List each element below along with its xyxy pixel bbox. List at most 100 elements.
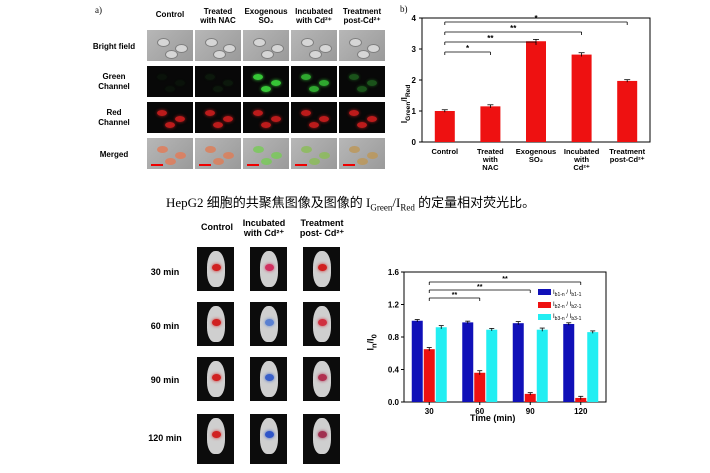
- fluorescence-spot: [265, 264, 274, 271]
- cell-shape: [301, 146, 312, 153]
- x-tick-label: 60: [475, 407, 484, 416]
- x-tick-label: 30: [425, 407, 434, 416]
- cell-shape: [165, 86, 175, 92]
- fluorescence-spot: [318, 374, 327, 381]
- merged-image: [195, 138, 241, 169]
- green-channel-image: [147, 66, 193, 97]
- mouse-image: [303, 302, 340, 346]
- panel-c-col-label: Treatment post- Cd²⁺: [299, 218, 345, 238]
- red-channel-image: [195, 102, 241, 133]
- bar: [423, 349, 435, 402]
- red-channel-image: [243, 102, 289, 133]
- panel-a-row-label: Merged: [99, 150, 129, 159]
- merged-image: [243, 138, 289, 169]
- cell-shape: [367, 116, 377, 122]
- bar: [526, 41, 546, 142]
- cell-shape: [165, 158, 176, 165]
- x-tick-label: Treated with NAC: [477, 147, 504, 172]
- y-tick-label: 1.6: [388, 268, 400, 277]
- scale-bar: [151, 164, 163, 166]
- bar: [575, 397, 587, 402]
- mouse-image: [303, 414, 340, 464]
- cell-shape: [165, 122, 175, 128]
- bar: [435, 327, 447, 402]
- panel-c: Control Incubated with Cd²⁺ Treatment post…: [140, 215, 360, 473]
- x-tick-label: 120: [574, 407, 588, 416]
- cell-shape: [205, 110, 215, 116]
- cell-shape: [223, 80, 233, 86]
- y-tick-label: 3: [412, 45, 417, 54]
- cell-shape: [301, 110, 311, 116]
- cell-shape: [165, 50, 178, 59]
- bar: [524, 393, 536, 402]
- legend-swatch: [538, 301, 551, 308]
- panel-a-label: a): [95, 5, 102, 15]
- mouse-image: [250, 247, 287, 291]
- cell-shape: [223, 44, 236, 53]
- fluorescence-spot: [318, 431, 327, 438]
- cell-shape: [367, 152, 378, 159]
- significance-label: *: [534, 14, 538, 23]
- panel-d-legend: Ib1-n / Ib1-1 Ib2-n / Ib2-1 Ib3-n / Ib3-…: [538, 288, 604, 325]
- significance-label: **: [510, 24, 517, 33]
- cell-shape: [357, 50, 370, 59]
- mouse-image: [197, 247, 234, 291]
- y-tick-label: 4: [412, 14, 417, 23]
- cell-shape: [349, 74, 359, 80]
- cell-shape: [175, 80, 185, 86]
- scale-bar: [343, 164, 355, 166]
- cell-shape: [213, 122, 223, 128]
- significance-label: **: [452, 292, 458, 299]
- x-tick-label: Treatment post-Cd²⁺: [609, 147, 645, 164]
- panel-c-col-label: Control: [201, 222, 233, 232]
- cell-shape: [175, 44, 188, 53]
- red-channel-image: [339, 102, 385, 133]
- cell-shape: [205, 38, 218, 47]
- y-tick-label: 0.0: [388, 398, 400, 407]
- panel-a-col-label: Control: [155, 10, 185, 19]
- cell-shape: [175, 152, 186, 159]
- cell-shape: [309, 122, 319, 128]
- scale-bar: [247, 164, 259, 166]
- cell-shape: [319, 152, 330, 159]
- legend-swatch: [538, 289, 551, 296]
- legend-item: Ib3-n / Ib3-1: [538, 312, 604, 324]
- cell-shape: [319, 80, 329, 86]
- fluorescence-spot: [212, 374, 221, 381]
- cell-shape: [213, 158, 224, 165]
- bar: [474, 372, 486, 402]
- fluorescence-spot: [318, 319, 327, 326]
- bar: [536, 329, 548, 402]
- fluorescence-spot: [265, 374, 274, 381]
- bar: [571, 54, 592, 142]
- bar: [587, 332, 599, 402]
- fluorescence-spot: [265, 431, 274, 438]
- merged-image: [147, 138, 193, 169]
- bar: [486, 329, 498, 402]
- cell-shape: [157, 110, 167, 116]
- panel-a-col-label: Treatment post-Cd²⁺: [342, 7, 382, 25]
- legend-swatch: [538, 313, 551, 320]
- bright-field-image: [147, 30, 193, 61]
- panel-c-row-label: 60 min: [150, 321, 180, 331]
- cell-shape: [357, 158, 368, 165]
- scale-bar: [199, 164, 211, 166]
- cell-shape: [253, 38, 266, 47]
- bar: [480, 106, 501, 142]
- red-channel-image: [147, 102, 193, 133]
- cell-shape: [357, 86, 367, 92]
- panel-c-row-label: 30 min: [150, 267, 180, 277]
- bar: [617, 80, 638, 142]
- mouse-image: [303, 357, 340, 401]
- cell-shape: [271, 152, 282, 159]
- cell-shape: [309, 158, 320, 165]
- panel-a-row-label: Bright field: [92, 42, 136, 51]
- cell-shape: [301, 74, 311, 80]
- cell-shape: [357, 122, 367, 128]
- cell-shape: [367, 44, 380, 53]
- bright-field-image: [291, 30, 337, 61]
- green-channel-image: [195, 66, 241, 97]
- cell-shape: [301, 38, 314, 47]
- cell-shape: [349, 38, 362, 47]
- cell-shape: [253, 110, 263, 116]
